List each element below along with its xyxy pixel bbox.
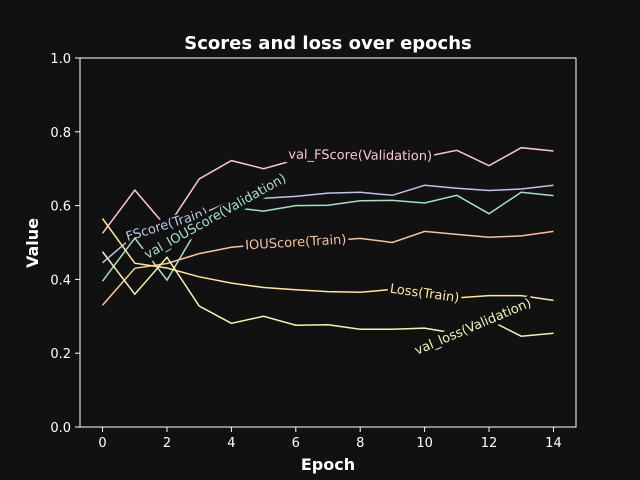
series-label-background: [386, 281, 463, 307]
y-axis: 0.0 0.2 0.4 0.6 0.8 1.0: [50, 52, 80, 436]
x-tick-label: 4: [227, 436, 235, 451]
series-label-background: [140, 170, 291, 264]
plot-area: val_FScore(Validation)FScore(Train)val_I…: [101, 146, 554, 360]
x-tick-label: 8: [356, 436, 364, 451]
y-tick-label: 0.8: [50, 126, 71, 141]
y-axis-label: Value: [23, 218, 42, 268]
series-label-background: [410, 295, 536, 360]
series-label-background: [122, 204, 212, 246]
chart-title: Scores and loss over epochs: [184, 33, 472, 54]
y-tick-label: 0.4: [50, 273, 71, 288]
series-label-val-fscore-validation: val_FScore(Validation): [288, 148, 432, 165]
x-tick-label: 0: [98, 436, 106, 451]
series-label-iouscore-train: IOUScore(Train): [245, 233, 347, 254]
y-tick-label: 0.2: [50, 347, 71, 362]
series-label-loss-train: Loss(Train): [389, 282, 460, 306]
x-axis: 0 2 4 6 8 10 12 14: [98, 427, 562, 451]
x-tick-label: 2: [163, 436, 171, 451]
series-line-loss-train: [101, 218, 554, 302]
series-label-background: [242, 232, 349, 254]
x-tick-label: 12: [481, 436, 498, 451]
x-axis-label: Epoch: [301, 455, 355, 474]
axes-frame: [79, 57, 577, 428]
x-tick-label: 6: [292, 436, 300, 451]
series-label-val-loss-validation: val_loss(Validation): [413, 296, 534, 359]
x-tick-label: 10: [416, 436, 433, 451]
series-line-val-iouscore-validation: [101, 191, 554, 282]
x-tick-label: 14: [545, 436, 562, 451]
y-tick-label: 0.6: [50, 200, 71, 215]
y-tick-label: 1.0: [50, 52, 71, 67]
y-tick-label: 0.0: [50, 421, 71, 436]
series-label-background: [286, 147, 435, 165]
